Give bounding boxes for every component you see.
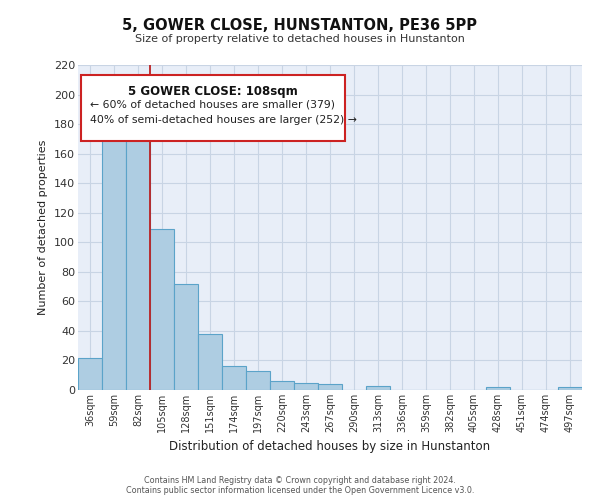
Bar (558, 387, 582, 390)
Text: 40% of semi-detached houses are larger (252) →: 40% of semi-detached houses are larger (… (89, 116, 356, 126)
Bar (126, 126, 150, 390)
Text: Size of property relative to detached houses in Hunstanton: Size of property relative to detached ho… (135, 34, 465, 44)
Bar (150, 229, 174, 390)
Bar (174, 284, 198, 390)
Bar (222, 366, 246, 390)
Bar (198, 334, 222, 390)
Bar (366, 386, 390, 390)
Y-axis label: Number of detached properties: Number of detached properties (38, 140, 49, 315)
Bar (294, 382, 318, 390)
Bar (246, 371, 270, 390)
Text: 5 GOWER CLOSE: 108sqm: 5 GOWER CLOSE: 108sqm (128, 84, 298, 98)
Text: Contains HM Land Registry data © Crown copyright and database right 2024.: Contains HM Land Registry data © Crown c… (144, 476, 456, 485)
Text: ← 60% of detached houses are smaller (379): ← 60% of detached houses are smaller (37… (89, 99, 335, 109)
Bar (318, 384, 342, 390)
Bar (78, 358, 102, 390)
Bar (486, 387, 510, 390)
Text: 5, GOWER CLOSE, HUNSTANTON, PE36 5PP: 5, GOWER CLOSE, HUNSTANTON, PE36 5PP (122, 18, 478, 32)
X-axis label: Distribution of detached houses by size in Hunstanton: Distribution of detached houses by size … (169, 440, 491, 454)
Bar (270, 381, 294, 390)
Text: Contains public sector information licensed under the Open Government Licence v3: Contains public sector information licen… (126, 486, 474, 495)
Bar (102, 139, 126, 390)
FancyBboxPatch shape (80, 74, 345, 142)
